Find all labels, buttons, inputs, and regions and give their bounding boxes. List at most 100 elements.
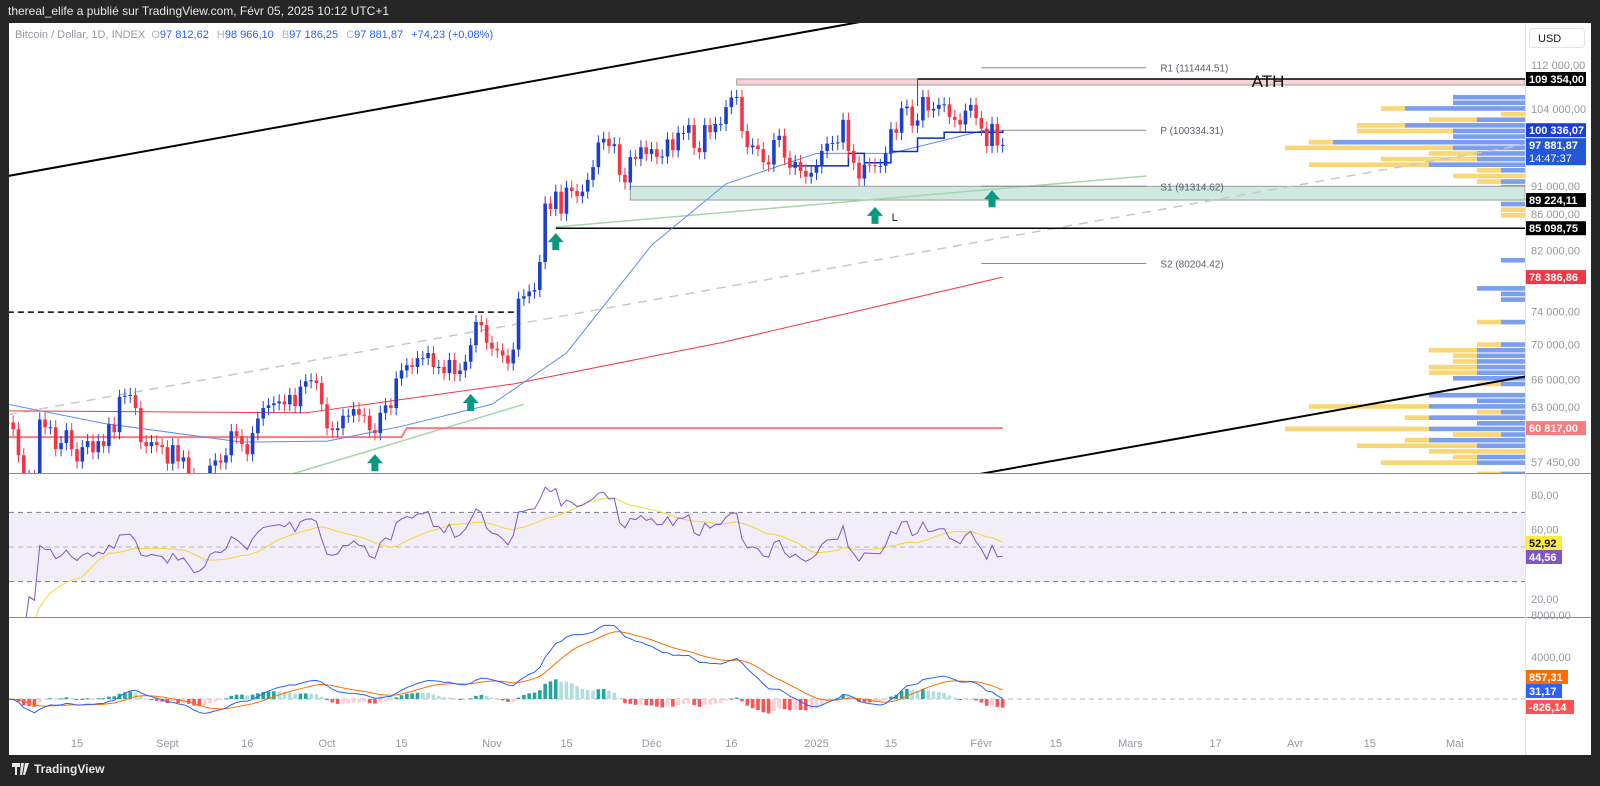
- candle[interactable]: [155, 435, 159, 453]
- candle[interactable]: [676, 125, 680, 158]
- candle[interactable]: [522, 289, 526, 306]
- candle[interactable]: [958, 112, 962, 132]
- candle[interactable]: [569, 180, 574, 199]
- candle[interactable]: [623, 167, 627, 190]
- candle[interactable]: [240, 429, 244, 452]
- candle[interactable]: [144, 435, 148, 454]
- candle[interactable]: [27, 470, 31, 506]
- candle[interactable]: [564, 180, 569, 221]
- candle[interactable]: [905, 99, 909, 116]
- candle[interactable]: [984, 121, 989, 154]
- candle[interactable]: [527, 284, 531, 304]
- candle[interactable]: [229, 424, 234, 463]
- candle[interactable]: [596, 135, 601, 175]
- candle[interactable]: [160, 438, 164, 455]
- candle[interactable]: [804, 163, 808, 184]
- candle[interactable]: [112, 417, 117, 440]
- candle[interactable]: [628, 150, 633, 190]
- candle[interactable]: [968, 97, 973, 118]
- candle[interactable]: [107, 417, 111, 454]
- candle[interactable]: [963, 103, 968, 132]
- candle[interactable]: [298, 379, 303, 414]
- candle[interactable]: [346, 408, 351, 423]
- candle[interactable]: [926, 89, 930, 118]
- candle[interactable]: [208, 458, 212, 497]
- candle[interactable]: [559, 184, 563, 221]
- candle[interactable]: [11, 415, 15, 437]
- candle[interactable]: [740, 89, 744, 139]
- candle[interactable]: [341, 408, 345, 436]
- candle[interactable]: [793, 155, 797, 175]
- candle[interactable]: [761, 142, 766, 170]
- candle[interactable]: [692, 118, 696, 156]
- candle[interactable]: [133, 387, 138, 416]
- candle[interactable]: [617, 137, 622, 182]
- candle[interactable]: [213, 453, 218, 473]
- candle[interactable]: [293, 387, 297, 414]
- candle[interactable]: [718, 116, 723, 132]
- candle[interactable]: [75, 442, 79, 469]
- candle[interactable]: [867, 157, 872, 173]
- candle[interactable]: [841, 112, 845, 150]
- candle[interactable]: [554, 184, 558, 217]
- candle[interactable]: [591, 160, 595, 188]
- candle[interactable]: [37, 412, 42, 495]
- candle[interactable]: [282, 394, 287, 412]
- candle[interactable]: [612, 137, 617, 154]
- candle[interactable]: [495, 341, 500, 358]
- chart-panel[interactable]: ATH R1 (111444.51) P (100334.31) S1 (91314.…: [9, 23, 1591, 755]
- candle[interactable]: [357, 401, 361, 422]
- candle[interactable]: [671, 132, 675, 158]
- candle[interactable]: [585, 172, 590, 199]
- candle[interactable]: [532, 282, 537, 299]
- candle[interactable]: [729, 90, 734, 115]
- candle[interactable]: [468, 338, 473, 369]
- candle[interactable]: [431, 345, 436, 375]
- candle[interactable]: [335, 421, 340, 438]
- candle[interactable]: [474, 314, 478, 353]
- candle[interactable]: [724, 100, 728, 132]
- candle[interactable]: [979, 110, 984, 136]
- candle[interactable]: [479, 314, 484, 333]
- candle[interactable]: [303, 374, 308, 394]
- candle[interactable]: [96, 434, 101, 460]
- candle[interactable]: [857, 155, 861, 186]
- candle[interactable]: [639, 140, 643, 167]
- candle[interactable]: [697, 140, 702, 160]
- candle[interactable]: [234, 424, 239, 444]
- candle[interactable]: [947, 97, 952, 125]
- candle[interactable]: [64, 423, 69, 451]
- candle[interactable]: [660, 149, 664, 165]
- candle[interactable]: [186, 450, 191, 482]
- candle[interactable]: [319, 375, 324, 412]
- candle[interactable]: [383, 398, 388, 420]
- candle[interactable]: [942, 97, 946, 113]
- candle[interactable]: [101, 434, 106, 454]
- candle[interactable]: [117, 389, 122, 440]
- candle[interactable]: [820, 143, 824, 174]
- candle[interactable]: [490, 335, 494, 356]
- candle[interactable]: [543, 196, 547, 270]
- candle[interactable]: [351, 401, 356, 423]
- candle[interactable]: [16, 422, 21, 463]
- candle[interactable]: [277, 394, 281, 411]
- candle[interactable]: [367, 408, 372, 438]
- candle[interactable]: [830, 135, 835, 151]
- candle[interactable]: [516, 291, 521, 357]
- candle[interactable]: [851, 143, 856, 170]
- candle[interactable]: [415, 351, 420, 375]
- candle[interactable]: [745, 123, 750, 155]
- symbol-legend[interactable]: Bitcoin / Dollar, 1D, INDEX O97 812,62 H…: [15, 29, 498, 41]
- currency-button[interactable]: USD: [1529, 28, 1585, 48]
- candle[interactable]: [442, 359, 446, 381]
- candle[interactable]: [309, 373, 313, 389]
- candle[interactable]: [139, 400, 143, 450]
- candle[interactable]: [1000, 137, 1005, 153]
- candle[interactable]: [607, 131, 611, 154]
- candle[interactable]: [665, 132, 670, 164]
- candle[interactable]: [245, 437, 250, 462]
- candle[interactable]: [756, 138, 760, 157]
- candle[interactable]: [846, 112, 851, 159]
- rsi-pane[interactable]: [9, 486, 1525, 633]
- candle[interactable]: [889, 122, 893, 161]
